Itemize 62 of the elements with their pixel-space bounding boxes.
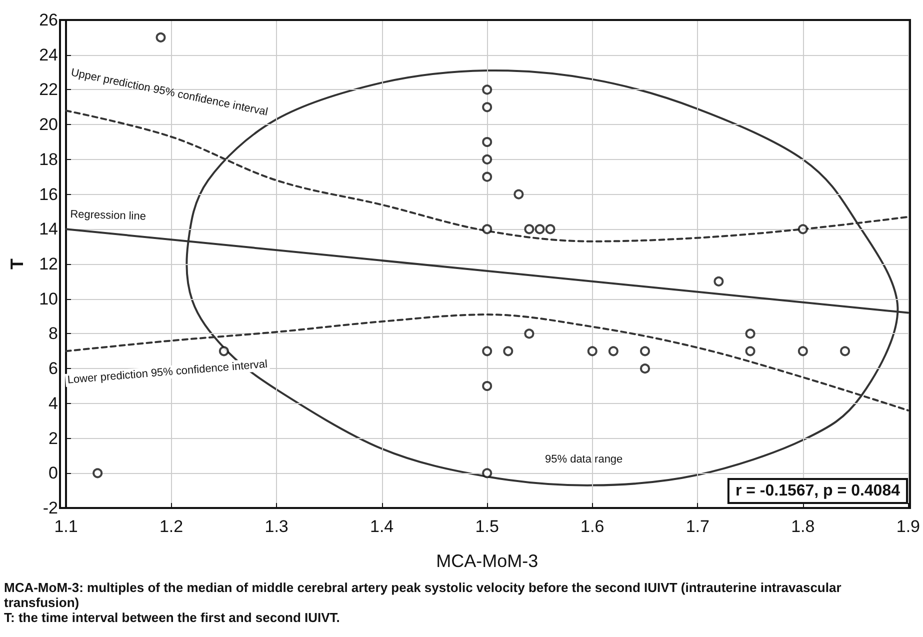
point bbox=[92, 468, 103, 478]
point bbox=[745, 328, 756, 339]
y-tick-label: 4 bbox=[48, 394, 58, 413]
point bbox=[524, 328, 534, 339]
y-axis-title: T bbox=[7, 258, 27, 270]
x-tick-label: 1.4 bbox=[370, 517, 394, 536]
point bbox=[482, 154, 492, 164]
point bbox=[482, 137, 492, 147]
point bbox=[587, 346, 598, 356]
point bbox=[640, 346, 650, 356]
point bbox=[482, 346, 492, 356]
x-tick-label: 1.6 bbox=[580, 517, 604, 536]
point bbox=[745, 346, 756, 356]
point bbox=[534, 224, 545, 234]
point bbox=[218, 346, 229, 356]
point bbox=[503, 346, 514, 356]
annotation: Regression line bbox=[70, 208, 146, 223]
x-tick-label: 1.8 bbox=[791, 517, 815, 536]
y-tick-label: 24 bbox=[39, 45, 58, 64]
point bbox=[482, 84, 492, 95]
point bbox=[640, 364, 650, 374]
point bbox=[524, 224, 534, 234]
x-axis-title: MCA-MoM-3 bbox=[436, 551, 538, 571]
point bbox=[798, 224, 808, 234]
point bbox=[482, 381, 492, 391]
text: MCA-MoM-3: multiples of the median of middle cerebral artery peak systolic velocity before the second IUIVT (intrauterine intravascular transfusion) bbox=[4, 580, 845, 610]
x-tick-label: 1.9 bbox=[896, 517, 920, 536]
y-tick-label: 26 bbox=[39, 10, 58, 30]
y-tick-label: 6 bbox=[48, 359, 58, 378]
point bbox=[798, 346, 808, 356]
y-tick-label: 16 bbox=[39, 184, 58, 204]
y-tick-label: 20 bbox=[39, 115, 58, 134]
x-tick-label: 1.1 bbox=[54, 517, 78, 536]
x-tick-label: 1.2 bbox=[159, 517, 184, 536]
point bbox=[482, 102, 492, 112]
point bbox=[482, 224, 492, 234]
line-series bbox=[65, 314, 910, 412]
x-tick-label: 1.5 bbox=[475, 517, 499, 536]
text: T: the time interval between the first and second IUIVT. bbox=[4, 610, 340, 625]
point bbox=[714, 276, 724, 286]
point bbox=[482, 468, 492, 478]
x-tick-label: 1.7 bbox=[686, 517, 710, 536]
y-tick-label: -2 bbox=[42, 498, 58, 518]
y-tick-label: 2 bbox=[48, 428, 58, 448]
point bbox=[482, 172, 492, 182]
y-tick-label: 12 bbox=[39, 254, 58, 274]
point bbox=[156, 32, 166, 42]
y-tick-label: 0 bbox=[48, 464, 58, 483]
y-tick-label: 14 bbox=[39, 220, 58, 239]
annotation: Lower prediction 95% confidence interval bbox=[66, 358, 268, 386]
point bbox=[545, 224, 556, 234]
y-tick-label: 8 bbox=[48, 324, 58, 344]
x-tick-label: 1.3 bbox=[264, 517, 288, 536]
y-tick-label: 22 bbox=[39, 80, 58, 100]
point bbox=[608, 346, 618, 356]
y-tick-label: 18 bbox=[39, 150, 58, 169]
annotation: r = -0.1567, p = 0.4084 bbox=[735, 482, 900, 500]
point bbox=[840, 346, 850, 356]
annotation: 95% data range bbox=[545, 454, 623, 466]
annotation: Upper prediction 95% confidence interval bbox=[70, 66, 269, 118]
point bbox=[514, 189, 524, 200]
y-tick-label: 10 bbox=[39, 289, 58, 308]
